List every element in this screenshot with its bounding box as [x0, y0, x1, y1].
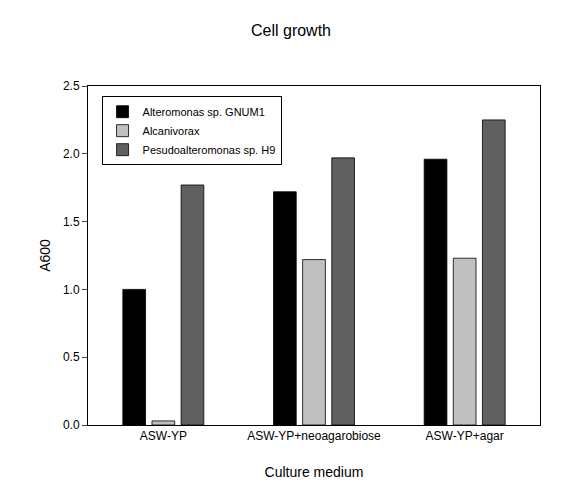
svg-text:Cell growth: Cell growth [251, 22, 331, 39]
svg-text:1.0: 1.0 [63, 283, 80, 297]
svg-text:ASW-YP+neoagarobiose: ASW-YP+neoagarobiose [247, 429, 381, 443]
svg-text:0.5: 0.5 [63, 350, 80, 364]
svg-text:A600: A600 [37, 239, 53, 272]
svg-text:2.5: 2.5 [63, 79, 80, 93]
svg-text:1.5: 1.5 [63, 215, 80, 229]
svg-text:0.0: 0.0 [63, 418, 80, 432]
svg-text:2.0: 2.0 [63, 147, 80, 161]
svg-text:Culture medium: Culture medium [265, 464, 364, 480]
svg-text:Pesudoalteromonas sp. H9: Pesudoalteromonas sp. H9 [143, 144, 276, 156]
svg-text:Alcanivorax: Alcanivorax [143, 125, 200, 137]
svg-text:Alteromonas sp. GNUM1: Alteromonas sp. GNUM1 [143, 106, 265, 118]
svg-text:ASW-YP+agar: ASW-YP+agar [426, 429, 504, 443]
svg-text:ASW-YP: ASW-YP [140, 429, 187, 443]
